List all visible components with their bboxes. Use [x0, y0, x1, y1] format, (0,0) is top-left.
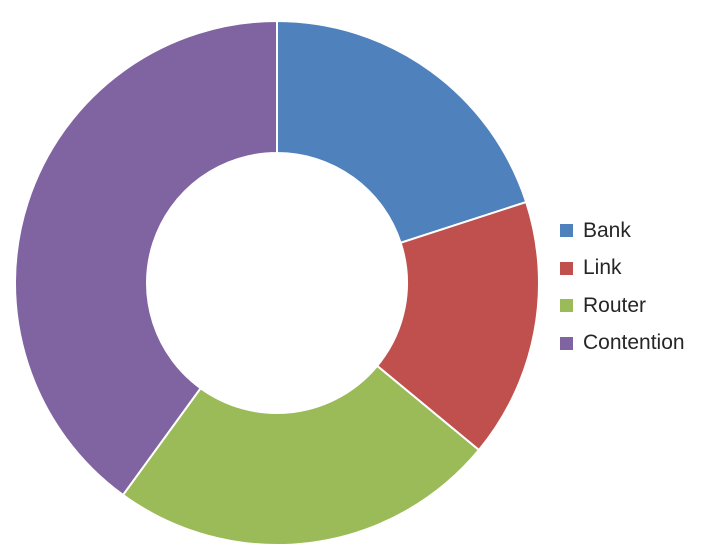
- legend-item-contention: Contention: [560, 325, 685, 363]
- legend-label-bank: Bank: [583, 218, 631, 242]
- legend: Bank Link Router Contention: [560, 212, 685, 362]
- donut-plot: [14, 19, 540, 546]
- legend-swatch-bank: [560, 224, 573, 238]
- donut-slice-bank: [276, 19, 528, 245]
- donut-slice-contention: [14, 19, 278, 497]
- donut-slice-link: [375, 200, 540, 452]
- legend-swatch-contention: [560, 336, 573, 350]
- legend-label-link: Link: [583, 256, 622, 280]
- legend-label-contention: Contention: [583, 331, 685, 355]
- legend-item-bank: Bank: [560, 212, 685, 250]
- legend-swatch-router: [560, 299, 573, 313]
- legend-swatch-link: [560, 261, 573, 275]
- legend-item-link: Link: [560, 250, 685, 288]
- donut-slice-router: [121, 364, 481, 546]
- legend-label-router: Router: [583, 293, 647, 317]
- legend-item-router: Router: [560, 287, 685, 325]
